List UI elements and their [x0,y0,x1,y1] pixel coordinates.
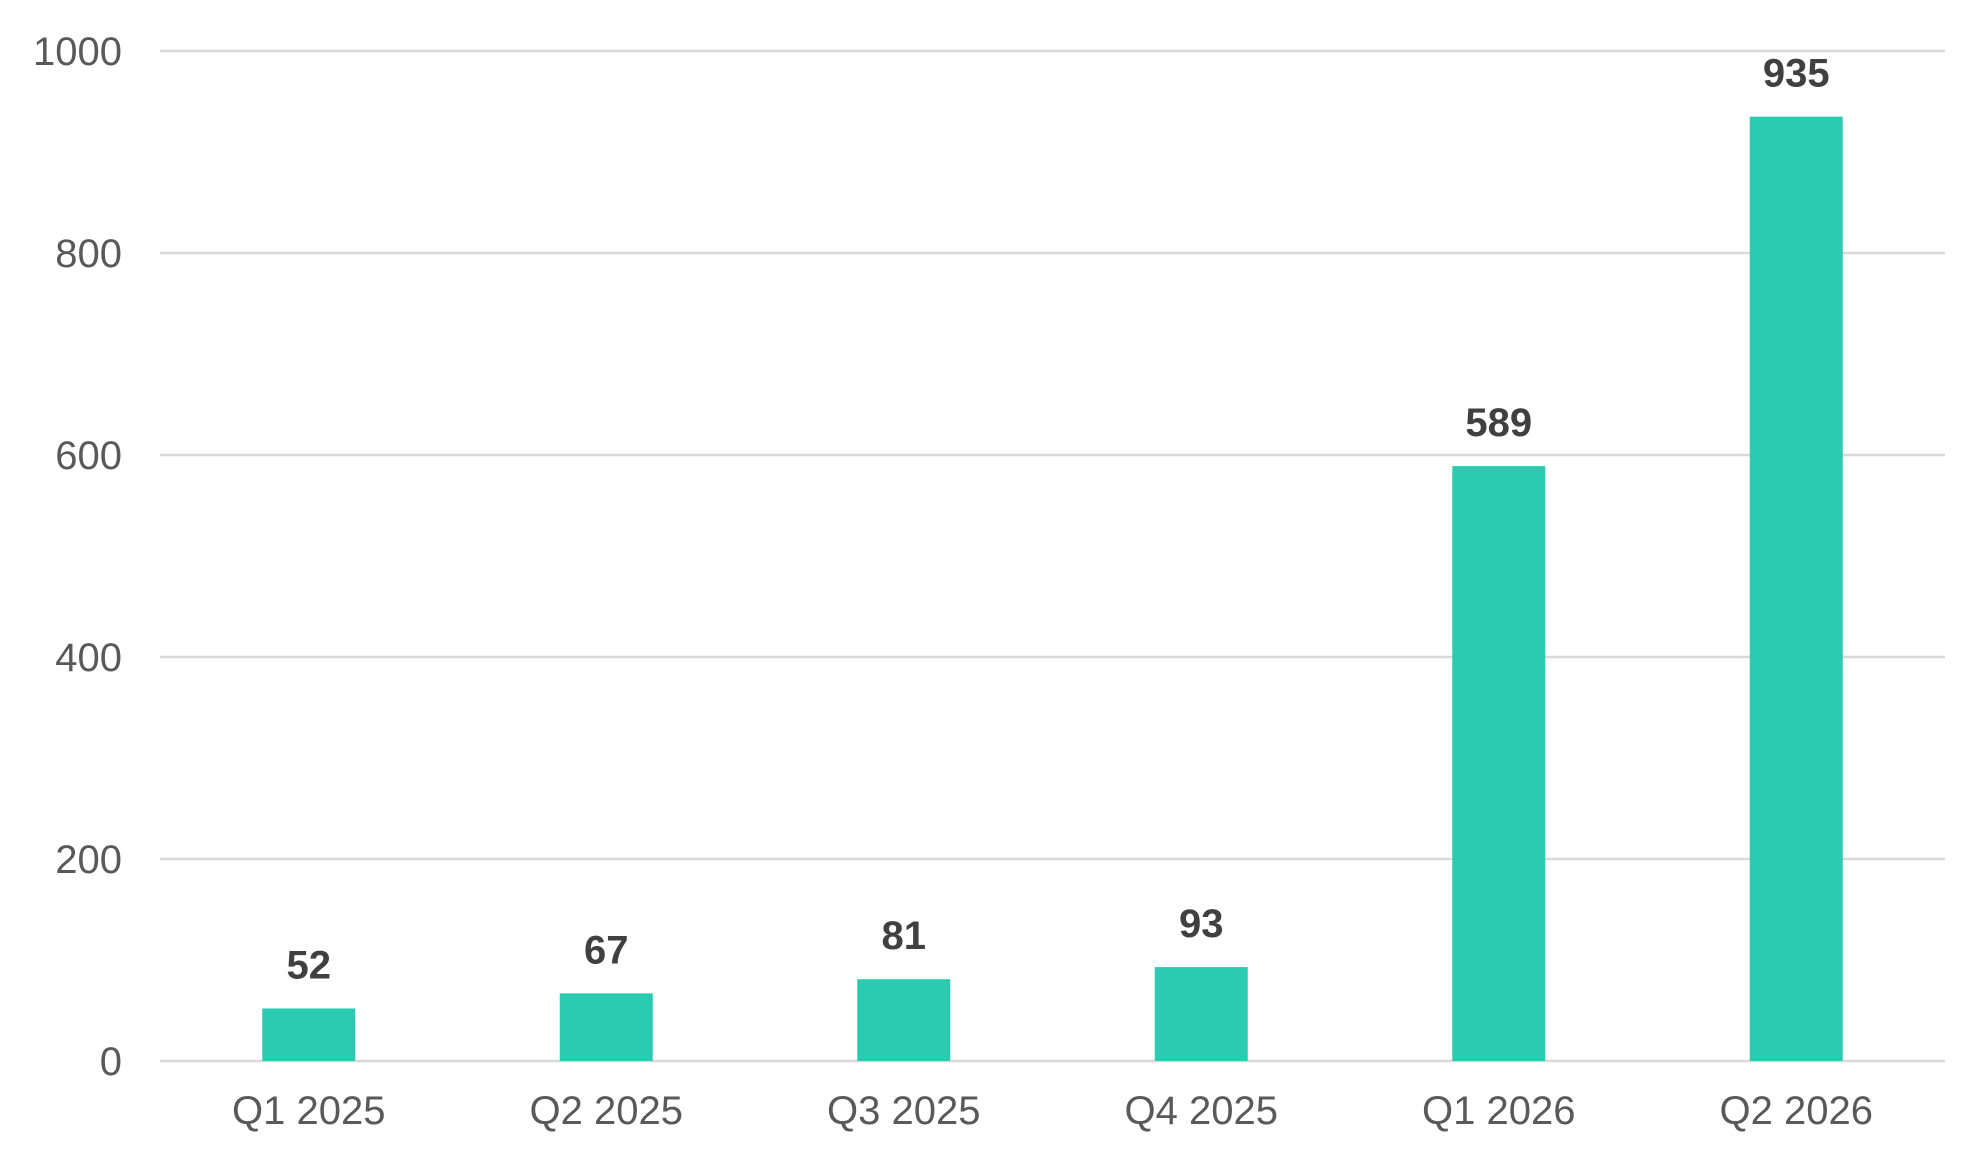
y-tick-label: 600 [55,434,122,478]
bar-q2-2025 [559,993,653,1061]
y-tick-label: 1000 [33,30,122,74]
bar-q4-2025 [1154,967,1248,1061]
x-tick-label: Q1 2026 [1422,1089,1575,1133]
y-tick-label: 800 [55,232,122,276]
bar-value-label: 81 [882,914,927,958]
bar-q1-2025 [262,1008,356,1061]
y-axis: 0 200 400 600 800 1000 [33,30,122,1084]
data-labels: 52 67 81 93 589 935 [287,52,1830,988]
bar-value-label: 52 [287,943,332,987]
bar-q1-2026 [1452,466,1546,1061]
x-tick-label: Q2 2026 [1720,1089,1873,1133]
x-tick-label: Q1 2025 [232,1089,385,1133]
x-tick-label: Q4 2025 [1125,1089,1278,1133]
bar-value-label: 93 [1179,902,1224,946]
y-tick-label: 200 [55,838,122,882]
x-tick-label: Q3 2025 [827,1089,980,1133]
x-tick-label: Q2 2025 [530,1089,683,1133]
bar-value-label: 589 [1465,401,1532,445]
x-axis: Q1 2025 Q2 2025 Q3 2025 Q4 2025 Q1 2026 Q2 20… [232,1089,1873,1133]
y-tick-label: 0 [100,1040,122,1084]
y-tick-label: 400 [55,636,122,680]
bars [262,116,1843,1061]
bar-value-label: 935 [1763,52,1830,96]
bar-q3-2025 [857,979,951,1061]
bar-q2-2026 [1749,116,1843,1061]
gridlines [160,49,1945,1063]
bar-value-label: 67 [584,928,629,972]
